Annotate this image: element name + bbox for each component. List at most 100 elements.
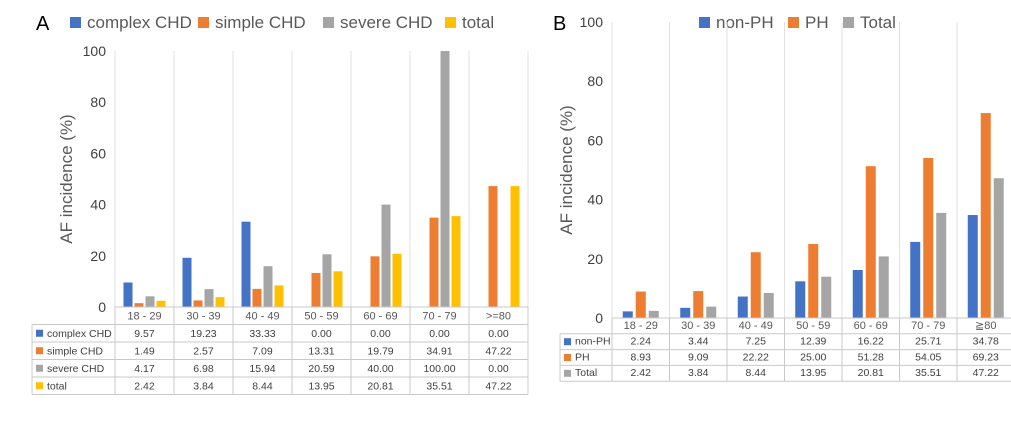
table-cell: 9.09 [688, 351, 709, 363]
legend-swatch [323, 17, 334, 28]
bar [216, 297, 225, 307]
bar [382, 205, 391, 307]
legend-label: total [462, 13, 494, 32]
table-cell: 2.42 [631, 367, 652, 379]
x-tick-label: 70 - 79 [422, 311, 456, 323]
x-tick-label: 40 - 49 [245, 311, 279, 323]
table-row-label: non-PH [575, 336, 611, 348]
y-tick-label: 40 [90, 197, 106, 213]
y-tick-label: 100 [83, 43, 107, 59]
table-cell: 54.05 [915, 351, 941, 363]
table-row-label: simple CHD [47, 346, 103, 358]
bar [183, 258, 192, 307]
table-legend-key [36, 347, 43, 354]
bar [866, 166, 876, 318]
bar [205, 289, 214, 307]
legend-swatch [445, 17, 456, 28]
legend-swatch [699, 17, 710, 28]
x-tick-label: 60 - 69 [363, 311, 397, 323]
table-cell: 4.17 [134, 363, 155, 375]
table-cell: 12.39 [800, 336, 826, 348]
bar [371, 256, 380, 307]
legend-label: severe CHD [340, 13, 433, 32]
table-cell: 2.42 [134, 381, 155, 393]
table-cell: 15.94 [249, 363, 275, 375]
bar [489, 186, 498, 307]
bar [853, 270, 863, 318]
y-tick-label: 0 [98, 299, 106, 315]
table-cell: 40.00 [367, 363, 393, 375]
table-cell: 7.25 [746, 336, 767, 348]
bar [751, 252, 761, 318]
table-legend-key [36, 330, 43, 337]
legend-label: PH [805, 13, 829, 32]
bar [623, 311, 633, 318]
table-cell: 0.00 [311, 328, 332, 340]
legend-label: Total [860, 13, 896, 32]
bar [441, 51, 450, 307]
bar [706, 307, 716, 318]
x-tick-label: 60 - 69 [854, 320, 888, 332]
table-cell: 22.22 [743, 351, 769, 363]
legend-swatch [70, 17, 81, 28]
bar [264, 266, 273, 307]
table-cell: 100.00 [423, 363, 455, 375]
bar [923, 158, 933, 318]
table-legend-key [564, 338, 571, 345]
table-row-label: severe CHD [47, 363, 105, 375]
table-cell: 51.28 [858, 351, 884, 363]
table-cell: 34.91 [426, 346, 452, 358]
table-cell: 35.51 [426, 381, 452, 393]
bar [981, 113, 991, 318]
table-cell: 3.84 [688, 367, 709, 379]
table-cell: 16.22 [858, 336, 884, 348]
y-axis-label: AF incidence (%) [557, 105, 576, 234]
x-tick-label: 18 - 29 [624, 320, 658, 332]
bar [157, 301, 166, 307]
table-cell: 3.44 [688, 336, 709, 348]
legend-swatch [788, 17, 799, 28]
table-cell: 2.24 [631, 336, 652, 348]
table-legend-key [564, 354, 571, 361]
table-cell: 0.00 [429, 328, 450, 340]
table-cell: 8.44 [746, 367, 767, 379]
table-cell: 3.84 [193, 381, 214, 393]
x-tick-label: 18 - 29 [127, 311, 161, 323]
table-cell: 1.49 [134, 346, 155, 358]
x-tick-label: 40 - 49 [739, 320, 773, 332]
bar [135, 303, 144, 307]
table-cell: 33.33 [249, 328, 275, 340]
x-tick-label: 30 - 39 [186, 311, 220, 323]
table-cell: 20.81 [858, 367, 884, 379]
table-cell: 13.95 [308, 381, 334, 393]
table-row-label: Total [575, 367, 597, 379]
bar [452, 216, 461, 307]
bar [253, 289, 262, 307]
y-tick-label: 20 [587, 251, 603, 267]
y-axis-label: AF incidence (%) [57, 114, 76, 243]
y-tick-label: 0 [595, 310, 603, 326]
table-row-label: complex CHD [47, 328, 112, 340]
bar [693, 291, 703, 318]
y-tick-label: 40 [587, 192, 603, 208]
table-cell: 25.71 [915, 336, 941, 348]
table-legend-key [36, 382, 43, 389]
table-cell: 20.81 [367, 381, 393, 393]
table-cell: 25.00 [800, 351, 826, 363]
bar [312, 273, 321, 307]
legend-label: complex CHD [87, 13, 192, 32]
x-tick-label: 70 - 79 [911, 320, 945, 332]
bar [334, 271, 343, 307]
table-cell: 47.22 [973, 367, 999, 379]
legend-swatch [198, 17, 209, 28]
bar [808, 244, 818, 318]
bar [323, 254, 332, 307]
table-cell: 7.09 [252, 346, 273, 358]
bar [194, 300, 203, 307]
legend-swatch [843, 17, 854, 28]
x-tick-label: 30 - 39 [681, 320, 715, 332]
table-cell: 69.23 [973, 351, 999, 363]
table-cell: 19.23 [190, 328, 216, 340]
legend-label: non-PH [716, 13, 774, 32]
